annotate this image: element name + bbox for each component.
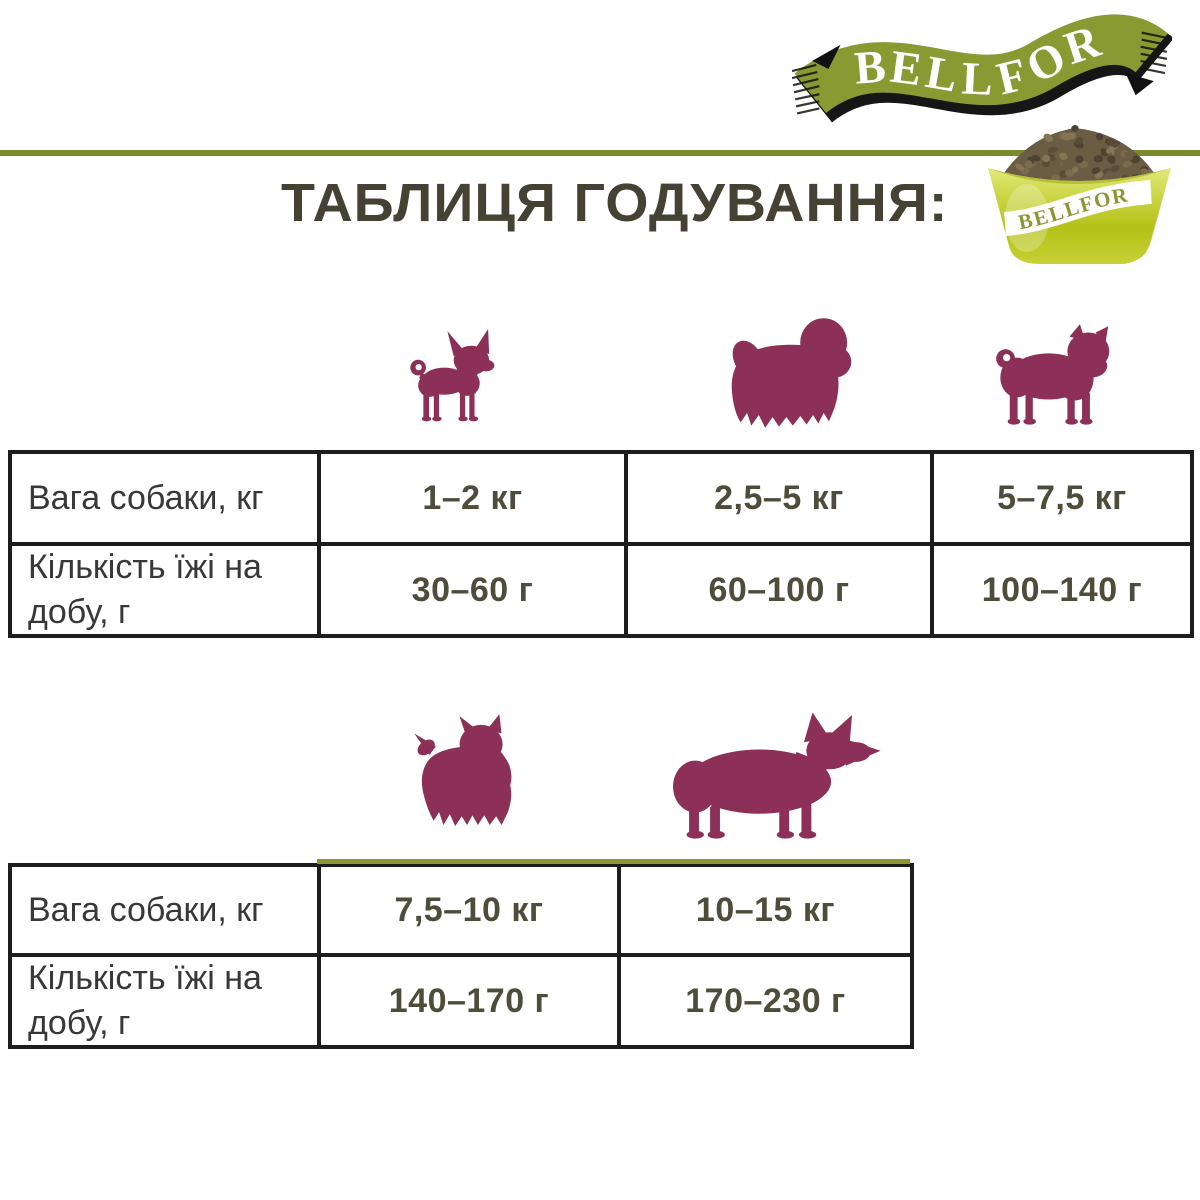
chihuahua-icon	[410, 329, 495, 422]
shih-tzu-icon	[731, 318, 852, 428]
food-amount-cell: 170–230 г	[617, 953, 910, 1045]
food-amount-cell: 60–100 г	[624, 542, 930, 634]
weight-range-cell: 2,5–5 кг	[624, 454, 930, 542]
corgi-icon	[673, 712, 881, 839]
weight-range-cell: 1–2 кг	[317, 454, 624, 542]
row-label-food-amount: Кількість їжі на добу, г	[12, 542, 317, 634]
pug-icon	[996, 324, 1110, 425]
yorkshire-terrier-icon	[414, 714, 512, 827]
olive-accent-line	[317, 859, 910, 864]
food-amount-cell: 100–140 г	[930, 542, 1190, 634]
ribbon-hatch-ends	[791, 31, 1168, 115]
dog-food-bowl-icon: BELLFOR	[988, 125, 1171, 264]
olive-divider-line	[0, 150, 1200, 156]
weight-range-cell: 10–15 кг	[617, 867, 910, 953]
page-title: ТАБЛИЦЯ ГОДУВАННЯ:	[280, 173, 949, 233]
weight-range-cell: 7,5–10 кг	[317, 867, 617, 953]
row-label-dog-weight: Вага собаки, кг	[12, 867, 317, 953]
food-amount-cell: 140–170 г	[317, 953, 617, 1045]
feeding-table-medium-breeds: Вага собаки, кг 7,5–10 кг 10–15 кг Кільк…	[8, 863, 914, 1049]
feeding-table-small-breeds: Вага собаки, кг 1–2 кг 2,5–5 кг 5–7,5 кг…	[8, 450, 1194, 638]
row-label-food-amount: Кількість їжі на добу, г	[12, 953, 317, 1045]
weight-range-cell: 5–7,5 кг	[930, 454, 1190, 542]
row-label-dog-weight: Вага собаки, кг	[12, 454, 317, 542]
food-amount-cell: 30–60 г	[317, 542, 624, 634]
bellfor-logo-ribbon-icon: BELLFOR	[791, 14, 1172, 124]
